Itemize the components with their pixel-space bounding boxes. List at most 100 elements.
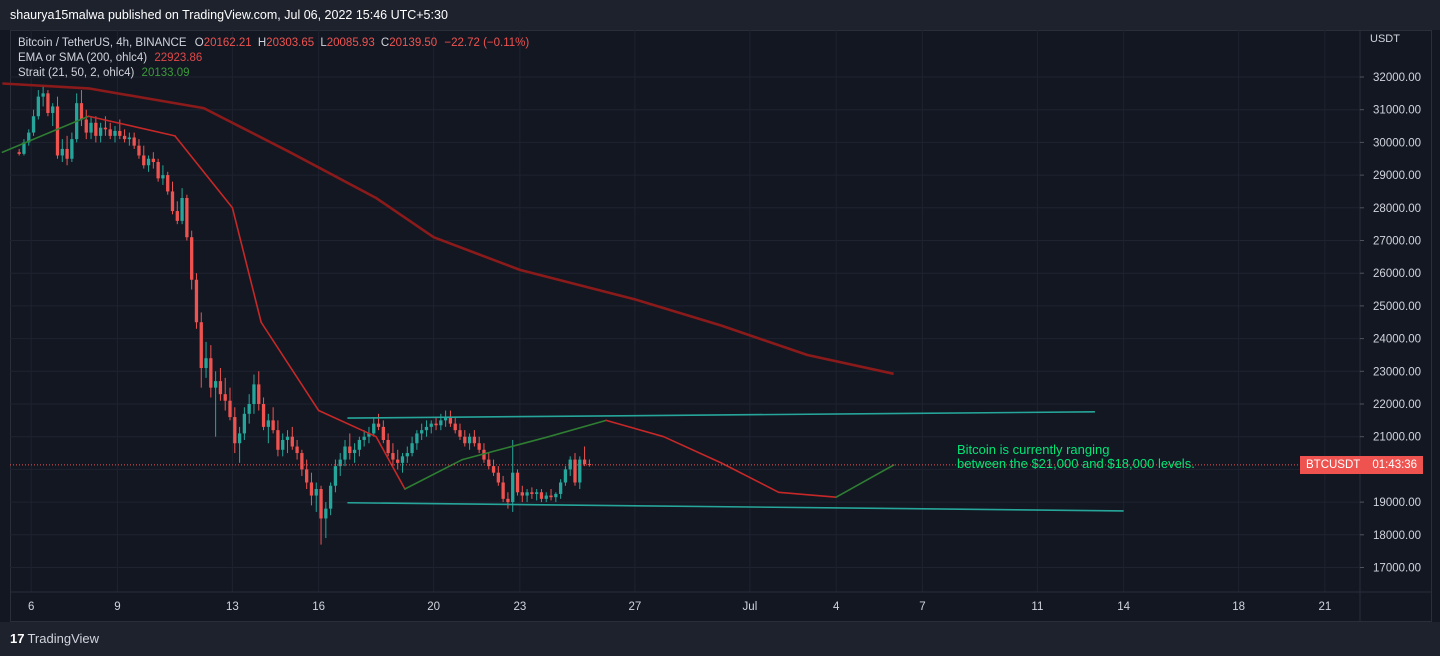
candle-body (46, 93, 50, 113)
candle-body (65, 148, 69, 159)
y-axis-unit: USDT (1370, 33, 1400, 45)
legend-strait-row[interactable]: Strait (21, 50, 2, ohlc4) 20133.09 (18, 66, 529, 81)
candle-body (496, 472, 500, 483)
candle-body (300, 453, 304, 470)
candle-body (113, 130, 117, 136)
candle-body (549, 495, 553, 498)
candle-body (463, 436, 467, 444)
candle-body (343, 446, 347, 460)
candle-body (558, 482, 563, 494)
candle-body (271, 420, 275, 431)
candle-body (396, 459, 400, 463)
publisher-line: shaurya15malwa published on TradingView.… (10, 8, 448, 22)
candle-body (199, 322, 203, 369)
ema-line-layer (2, 82, 894, 376)
candle-body (381, 426, 385, 440)
y-tick-label: 31000.00 (1373, 105, 1421, 117)
candle-body (391, 453, 395, 460)
candle-body (118, 130, 122, 136)
candle-body (362, 436, 366, 440)
trendlines-layer (347, 411, 1124, 512)
annotation-line-1: Bitcoin is currently ranging (957, 442, 1110, 457)
close-value: 20139.50 (389, 37, 438, 49)
candle-body (175, 211, 179, 221)
candle-body (415, 433, 419, 444)
candle-body (309, 482, 314, 496)
candle-body (190, 237, 194, 280)
candle-body (70, 139, 74, 159)
candle-body (410, 443, 414, 454)
candle-body (386, 439, 390, 454)
candle-body (511, 472, 515, 503)
symbol-label[interactable]: Bitcoin / TetherUS, 4h, BINANCE (18, 37, 187, 49)
current-price-flag: BTCUSDT 01:43:36 (1300, 456, 1424, 474)
strait-line-segment (662, 435, 722, 464)
tradingview-logo[interactable]: 17 TradingView (10, 631, 99, 647)
candle-body (266, 420, 270, 427)
chart-annotation[interactable]: Bitcoin is currently ranging between the… (957, 443, 1195, 471)
candle-body (554, 493, 558, 498)
candle-body (324, 508, 328, 519)
candle-body (400, 456, 405, 463)
x-tick-label: 13 (226, 601, 239, 613)
candle-body (261, 404, 266, 427)
support-trendline (347, 501, 1124, 512)
candle-body (27, 132, 31, 143)
ema-label[interactable]: EMA or SMA (200, ohlc4) (18, 52, 148, 64)
strait-line-segment (404, 458, 464, 490)
candle-body (352, 449, 357, 454)
candle-body (348, 446, 352, 454)
candle-body (237, 433, 242, 444)
x-tick-label: 9 (114, 601, 120, 613)
high-value: 20303.65 (266, 37, 315, 49)
close-label: C (380, 37, 390, 49)
x-tick-label: 20 (427, 601, 440, 613)
candle-body (137, 145, 141, 156)
candle-body (328, 485, 333, 509)
candle-body (51, 106, 55, 113)
strait-value: 20133.09 (141, 67, 190, 79)
candle-body (520, 492, 524, 496)
candle-body (314, 489, 318, 496)
strait-line-segment (231, 207, 262, 324)
strait-line-segment (260, 321, 320, 412)
candle-body (180, 197, 184, 221)
chart-grid (10, 30, 1360, 592)
candle-body (161, 175, 165, 179)
strait-line-segment (1, 115, 90, 154)
y-tick-label: 18000.00 (1373, 530, 1421, 542)
chart-legend[interactable]: Bitcoin / TetherUS, 4h, BINANCE O20162.2… (18, 36, 529, 81)
candle-body (582, 459, 587, 465)
candle-body (194, 279, 199, 323)
price-chart[interactable]: 17000.0018000.0019000.0020000.0021000.00… (0, 0, 1440, 622)
candle-body (333, 466, 338, 486)
legend-symbol-row[interactable]: Bitcoin / TetherUS, 4h, BINANCE O20162.2… (18, 36, 529, 51)
legend-ema-row[interactable]: EMA or SMA (200, ohlc4) 22923.86 (18, 51, 529, 66)
strait-label[interactable]: Strait (21, 50, 2, ohlc4) (18, 67, 135, 79)
candle-body (242, 413, 247, 434)
x-tick-label: 18 (1232, 601, 1245, 613)
low-value: 20085.93 (326, 37, 375, 49)
low-label: L (320, 37, 327, 49)
tradingview-brand: TradingView (27, 631, 100, 646)
candle-body (276, 430, 280, 450)
candle-body (515, 472, 520, 493)
candle-body (209, 358, 213, 388)
strait-line-segment (835, 464, 895, 498)
strait-line-segment (547, 419, 607, 438)
strait-line-segment (375, 435, 406, 490)
strait-line-segment (461, 435, 550, 461)
x-tick-label: 6 (28, 601, 34, 613)
candle-body (530, 492, 534, 494)
candle-body (60, 148, 64, 156)
candle-body (372, 423, 376, 434)
candle-body (156, 162, 160, 179)
strait-line-segment (87, 115, 176, 137)
candle-body (405, 453, 409, 457)
y-tick-label: 30000.00 (1373, 137, 1421, 149)
y-tick-label: 25000.00 (1373, 301, 1421, 313)
candle-body (429, 423, 433, 427)
candle-body (434, 423, 438, 426)
candle-body (252, 384, 256, 404)
change-value: −22.72 (−0.11%) (444, 37, 530, 49)
